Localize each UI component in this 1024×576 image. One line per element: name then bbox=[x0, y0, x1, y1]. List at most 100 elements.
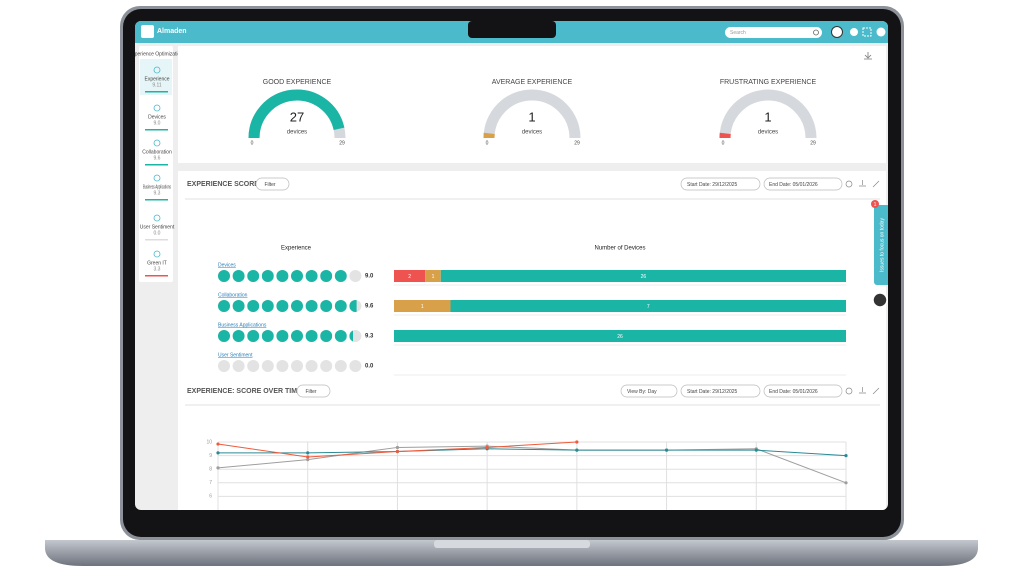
help-icon[interactable] bbox=[850, 28, 858, 36]
trend-end-date-button[interactable] bbox=[763, 384, 843, 398]
row-link[interactable]: Devices bbox=[218, 262, 236, 268]
row-link[interactable]: User Sentiment bbox=[218, 352, 253, 358]
series-point bbox=[216, 451, 220, 455]
trend-refresh-icon[interactable] bbox=[845, 387, 853, 395]
sidebar-icon[interactable] bbox=[153, 104, 161, 112]
devices-header: Number of Devices bbox=[594, 246, 645, 252]
score-icon bbox=[334, 330, 347, 342]
series-point bbox=[216, 466, 220, 470]
series-point bbox=[664, 448, 669, 452]
score-icon bbox=[320, 270, 333, 282]
series-point bbox=[844, 454, 848, 458]
sidebar-score: 9.0 bbox=[154, 120, 161, 126]
gauge-number: 1 bbox=[764, 109, 771, 124]
score-icon bbox=[232, 300, 245, 312]
sidebar-icon[interactable] bbox=[153, 174, 161, 182]
series-point bbox=[754, 448, 758, 452]
camera-notch bbox=[468, 21, 556, 38]
series-line bbox=[217, 445, 847, 484]
sidebar-underline bbox=[145, 91, 168, 93]
series-point bbox=[575, 440, 579, 444]
score-icon-bg bbox=[349, 270, 362, 282]
download-icon[interactable] bbox=[864, 52, 872, 60]
series-point bbox=[306, 451, 310, 455]
trend-export-icon[interactable] bbox=[859, 387, 866, 394]
trend-start-date[interactable]: Start Date: 29/12/2025 bbox=[687, 389, 738, 395]
refresh-icon[interactable] bbox=[845, 180, 853, 188]
sidebar-score: 9.11 bbox=[152, 82, 162, 88]
gauge-min: 0 bbox=[722, 140, 725, 146]
score-icon bbox=[247, 330, 260, 342]
expand-icon[interactable] bbox=[872, 180, 880, 188]
sidebar-label[interactable]: Devices bbox=[148, 114, 166, 120]
trend-expand-icon[interactable] bbox=[872, 387, 880, 395]
trend-filter-button[interactable] bbox=[296, 384, 331, 398]
end-date-button[interactable] bbox=[763, 177, 843, 191]
y-tick-label: 8 bbox=[209, 467, 212, 473]
user-avatar[interactable] bbox=[831, 26, 843, 38]
device-bar-segment bbox=[450, 300, 846, 312]
badge bbox=[871, 200, 879, 208]
search-icon[interactable] bbox=[813, 29, 819, 36]
trend-start-date-button[interactable] bbox=[680, 384, 761, 398]
trend-end-date[interactable]: End Date: 05/01/2026 bbox=[769, 389, 818, 395]
score-icon bbox=[261, 300, 274, 312]
series-point bbox=[306, 455, 310, 459]
gauge-track bbox=[483, 89, 581, 139]
series-point bbox=[844, 481, 848, 485]
sidebar-underline bbox=[145, 129, 168, 131]
view-by[interactable]: View By: Day bbox=[627, 389, 657, 395]
sidebar-label[interactable]: Experience bbox=[144, 76, 169, 82]
assistant-avatar[interactable] bbox=[872, 292, 888, 308]
device-bar-segment bbox=[425, 270, 441, 282]
series-point bbox=[395, 449, 400, 454]
gauge-max: 29 bbox=[810, 140, 816, 146]
view-by-button[interactable] bbox=[620, 384, 678, 398]
sidebar-label[interactable]: Business Applications bbox=[143, 184, 171, 190]
score-icon bbox=[349, 330, 353, 342]
trend-filter-label[interactable]: Filter bbox=[305, 389, 316, 395]
sidebar-icon[interactable] bbox=[153, 214, 161, 222]
score-icon bbox=[276, 330, 289, 342]
gauge-panel bbox=[178, 46, 886, 163]
score-icon-bg bbox=[261, 360, 274, 372]
y-tick-label: 9 bbox=[209, 453, 212, 459]
laptop-notch bbox=[434, 540, 590, 548]
start-date-button[interactable] bbox=[680, 177, 761, 191]
sidebar-score: 9.3 bbox=[154, 190, 161, 196]
sidebar-label[interactable]: Collaboration bbox=[142, 149, 172, 155]
score-icon-bg bbox=[349, 360, 362, 372]
search-box[interactable] bbox=[725, 27, 822, 38]
line-chart: 6 7 8 9 10 bbox=[206, 439, 848, 510]
export-icon[interactable] bbox=[859, 180, 866, 187]
sidebar-icon[interactable] bbox=[153, 139, 161, 147]
filter-label[interactable]: Filter bbox=[264, 182, 275, 188]
end-date[interactable]: End Date: 05/01/2026 bbox=[769, 182, 818, 188]
score-icon-bg bbox=[247, 360, 260, 372]
filter-button[interactable] bbox=[255, 177, 290, 191]
device-bar-segment bbox=[394, 270, 426, 282]
profile-icon[interactable] bbox=[876, 27, 886, 37]
sidebar-label[interactable]: Green IT bbox=[147, 260, 167, 266]
row-score: 9.6 bbox=[365, 304, 374, 310]
search-placeholder[interactable]: Search bbox=[730, 30, 746, 36]
sidebar-icon[interactable] bbox=[153, 250, 161, 258]
score-title: EXPERIENCE SCORE bbox=[187, 181, 259, 188]
score-icon bbox=[291, 330, 303, 342]
series-point bbox=[485, 445, 489, 450]
score-icon bbox=[261, 270, 274, 282]
start-date[interactable]: Start Date: 29/12/2025 bbox=[687, 182, 738, 188]
sidebar-underline bbox=[145, 239, 168, 241]
sidebar-score: 9.6 bbox=[154, 155, 161, 161]
score-icon bbox=[305, 300, 318, 312]
sidebar-label[interactable]: User Sentiment bbox=[140, 224, 175, 230]
sidebar-icon[interactable] bbox=[153, 66, 161, 74]
side-tab-label[interactable]: Issues to focus on today bbox=[879, 218, 885, 272]
apps-icon[interactable] bbox=[862, 27, 872, 37]
row-link[interactable]: Business Applications bbox=[218, 322, 267, 328]
row-link[interactable]: Collaboration bbox=[218, 292, 248, 298]
side-tab[interactable] bbox=[874, 205, 890, 285]
gauge-unit: devices bbox=[522, 130, 542, 136]
device-bar-segment bbox=[394, 330, 846, 342]
